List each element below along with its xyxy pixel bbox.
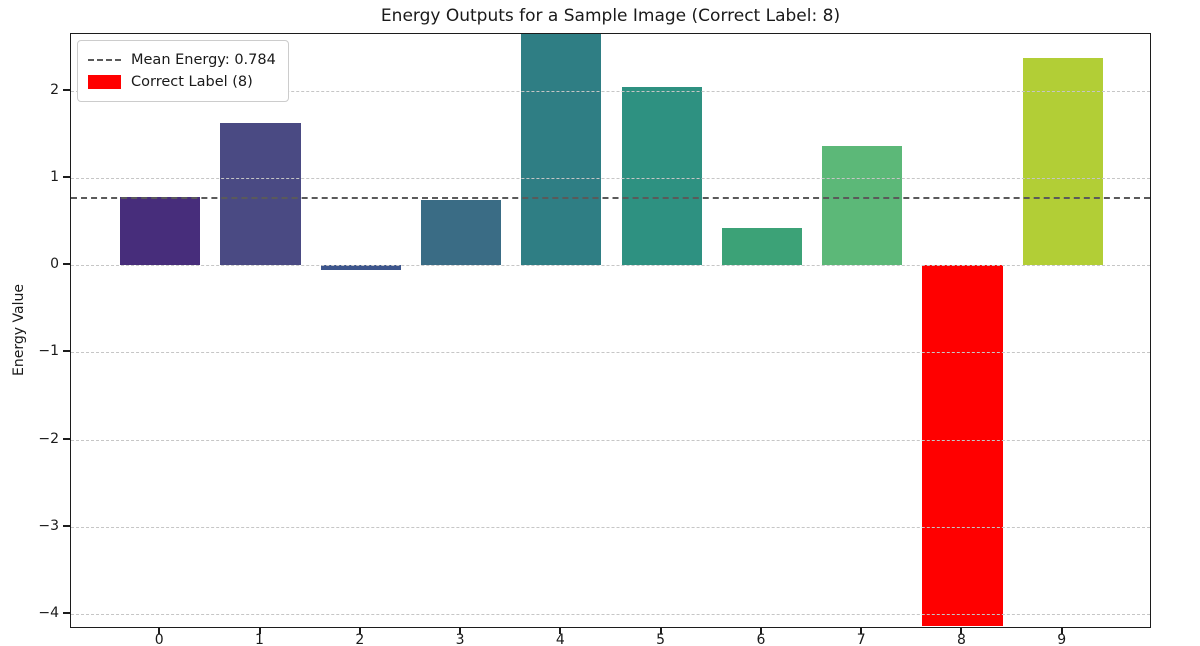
y-tick bbox=[63, 524, 70, 527]
bar-2 bbox=[320, 265, 401, 270]
legend-label: Mean Energy: 0.784 bbox=[131, 52, 276, 68]
bar-5 bbox=[621, 87, 702, 266]
x-tick bbox=[258, 628, 261, 634]
x-tick-label-6: 6 bbox=[756, 632, 766, 646]
legend-item-mean-energy: Mean Energy: 0.784 bbox=[88, 49, 276, 71]
x-tick-label-5: 5 bbox=[656, 632, 666, 646]
x-tick-label-7: 7 bbox=[856, 632, 866, 646]
mean-energy-line bbox=[71, 196, 1150, 199]
y-tick bbox=[63, 263, 70, 266]
bar-0 bbox=[120, 197, 201, 266]
x-tick bbox=[158, 628, 161, 634]
y-tick-label: −3 bbox=[38, 517, 59, 534]
x-tick bbox=[759, 628, 762, 634]
legend-item-correct-label: Correct Label (8) bbox=[88, 71, 276, 93]
gridline-y-4 bbox=[71, 614, 1150, 616]
gridline-y0 bbox=[71, 265, 1150, 267]
x-tick-label-0: 0 bbox=[154, 632, 164, 646]
x-tick-label-3: 3 bbox=[455, 632, 465, 646]
y-tick-label: −1 bbox=[38, 343, 59, 360]
legend: Mean Energy: 0.784 Correct Label (8) bbox=[77, 40, 289, 102]
plot-area bbox=[70, 33, 1151, 628]
y-tick-label: 2 bbox=[50, 81, 59, 98]
x-tick-label-4: 4 bbox=[555, 632, 565, 646]
dashed-line-icon bbox=[88, 59, 121, 61]
gridline-y-2 bbox=[71, 439, 1150, 441]
y-tick-label: −2 bbox=[38, 430, 59, 447]
x-tick-label-1: 1 bbox=[255, 632, 264, 646]
x-tick-label-9: 9 bbox=[1057, 632, 1067, 646]
x-tick bbox=[459, 628, 462, 634]
gridline-y-3 bbox=[71, 526, 1150, 528]
gridline-y2 bbox=[71, 90, 1150, 92]
x-tick bbox=[358, 628, 361, 634]
y-tick bbox=[63, 612, 70, 615]
x-tick-label-8: 8 bbox=[957, 632, 966, 646]
bar-1 bbox=[220, 122, 301, 266]
y-tick-label: −4 bbox=[38, 605, 59, 622]
bar-9 bbox=[1022, 57, 1103, 266]
y-tick bbox=[63, 175, 70, 178]
y-axis-label: Energy Value bbox=[11, 284, 27, 376]
bar-7 bbox=[822, 145, 903, 266]
gridline-y-1 bbox=[71, 352, 1150, 354]
bar-8-correct-label bbox=[922, 265, 1003, 627]
y-tick-label: 0 bbox=[50, 256, 59, 273]
y-tick bbox=[63, 437, 70, 440]
bar-4 bbox=[521, 34, 602, 266]
gridline-y1 bbox=[71, 177, 1150, 179]
bar-3 bbox=[420, 199, 502, 266]
x-tick bbox=[559, 628, 562, 634]
legend-label: Correct Label (8) bbox=[131, 74, 253, 90]
x-tick bbox=[1060, 628, 1063, 634]
y-tick bbox=[63, 88, 70, 91]
y-tick-label: 1 bbox=[50, 168, 59, 185]
red-patch-icon bbox=[88, 75, 121, 89]
x-tick-label-2: 2 bbox=[355, 632, 365, 646]
bar-6 bbox=[721, 227, 803, 266]
y-tick bbox=[63, 350, 70, 353]
x-tick bbox=[860, 628, 863, 634]
chart-title: Energy Outputs for a Sample Image (Corre… bbox=[380, 6, 841, 26]
x-tick bbox=[960, 628, 963, 634]
x-tick bbox=[659, 628, 662, 634]
